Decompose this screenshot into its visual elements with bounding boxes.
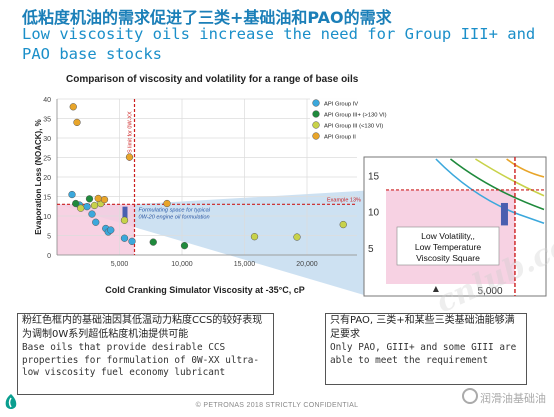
petronas-logo-icon: [5, 394, 17, 409]
data-point: [88, 210, 96, 218]
y-tick-label: 20: [43, 175, 51, 182]
data-point: [73, 118, 81, 127]
data-point: [120, 216, 129, 224]
x-tick-label: 20,000: [296, 261, 318, 268]
inset-label-box: [396, 226, 500, 266]
data-point: [83, 202, 91, 211]
y-axis-title: Evaporation Loss (NOACK), %: [34, 119, 43, 235]
data-point: [120, 234, 129, 242]
inset-formulating-marker: [500, 202, 508, 226]
legend-label: API Group III (<130 VI): [324, 124, 383, 130]
formulating-label-line: Formulating space for typical: [139, 207, 211, 213]
y-tick-label: 5: [47, 234, 51, 241]
legend-label: API Group III+ (>130 VI): [324, 113, 387, 119]
data-point: [100, 195, 109, 204]
callout-right-cn: 只有PAO, 三类+和某些三类基础油能够满足要求: [330, 315, 515, 340]
data-point: [128, 237, 136, 246]
data-point: [149, 238, 157, 246]
y-tick-label: 0: [47, 253, 51, 260]
x-tick-label: 10,000: [171, 261, 193, 268]
formulating-zone: [57, 204, 135, 255]
data-point: [94, 194, 102, 203]
callout-left-en: Base oils that provide desirable CCS pro…: [22, 342, 260, 378]
legend-swatch: [312, 121, 320, 129]
callout-left-cn: 粉红色框内的基础油因其低温动力粘度CCS的较好表现为调制0W系列超低粘度机油提供…: [22, 315, 263, 340]
data-point: [90, 201, 99, 210]
inset-y-tick-label: 10: [368, 208, 380, 219]
data-point: [85, 195, 94, 203]
inset-arrow-marker: [432, 286, 439, 292]
inset-curve-group-iii-plus: [449, 158, 545, 211]
data-point: [125, 153, 134, 161]
formulating-label: Formulating space for typical 0W-20 engin…: [139, 207, 211, 220]
data-point: [339, 220, 347, 229]
x-axis-title: Cold Cranking Simulator Viscosity at -35…: [105, 285, 305, 295]
inset-label-line: Low Volatility,,: [421, 231, 475, 241]
slide-title-cn: 低粘度机油的需求促进了三类+基础油和PAO的需求: [22, 8, 392, 27]
watermark-text: 润滑油基础油: [480, 392, 546, 405]
inset-y-tick-label: 5: [368, 244, 374, 255]
data-point: [163, 199, 171, 208]
data-point: [77, 204, 85, 212]
x-tick-label: 15,000: [234, 261, 256, 268]
legend-label: API Group II: [324, 135, 356, 141]
data-point: [69, 103, 77, 111]
legend-swatch: [312, 110, 320, 118]
callout-right-en: Only PAO, GIII+ and some GIII are able t…: [330, 342, 517, 366]
inset-y-tick-label: 15: [368, 171, 380, 182]
footer-confidential: © PETRONAS 2018 STRICTLY CONFIDENTIAL: [195, 402, 359, 409]
legend-swatch: [312, 99, 320, 107]
inset-curve-group-ii: [506, 158, 545, 178]
y-tick-label: 35: [43, 117, 51, 124]
slide-title-en: Low viscosity oils increase the need for…: [22, 25, 536, 63]
y-tick-label: 25: [43, 156, 51, 163]
legend-swatch: [312, 132, 320, 140]
y-tick-label: 40: [43, 97, 51, 104]
legend-box: [310, 96, 402, 146]
formulating-marker: [122, 206, 128, 223]
data-point: [92, 218, 100, 226]
ccs-limit-label: CCS limit for 0W-XX: [128, 111, 134, 161]
noack-limit-label: Example 13%: [327, 197, 361, 203]
inset-zoom: 5 10 15 5,000 Low Volatility,, Low Temperatur…: [363, 156, 547, 297]
inset-curve-group-iii: [475, 158, 545, 197]
data-point: [68, 190, 76, 199]
chart-title: Comparison of viscosity and volatility f…: [66, 74, 359, 85]
wechat-watermark-icon: [462, 388, 478, 404]
y-tick-label: 10: [43, 214, 51, 221]
y-tick-label: 30: [43, 136, 51, 143]
callout-left: 粉红色框内的基础油因其低温动力粘度CCS的较好表现为调制0W系列超低粘度机油提供…: [17, 313, 274, 395]
x-tick-label: 5,000: [111, 261, 129, 268]
legend-label: API Group IV: [324, 102, 358, 108]
inset-label-line: Viscosity Square: [416, 253, 480, 263]
data-point: [72, 199, 80, 208]
callout-right: 只有PAO, 三类+和某些三类基础油能够满足要求 Only PAO, GIII+…: [325, 313, 527, 385]
data-point: [250, 233, 259, 241]
formulating-label-line: 0W-20 engine oil formulation: [139, 214, 210, 220]
inset-label-line: Low Temperature: [415, 242, 481, 252]
data-point: [293, 233, 301, 241]
y-tick-label: 15: [43, 195, 51, 202]
inset-x-tick-label: 5,000: [477, 286, 502, 297]
data-point: [180, 241, 189, 250]
inset-curve-group-iv: [435, 158, 545, 224]
inset-label: Low Volatility,, Low Temperature Viscosity…: [415, 231, 481, 263]
data-point: [107, 226, 115, 234]
